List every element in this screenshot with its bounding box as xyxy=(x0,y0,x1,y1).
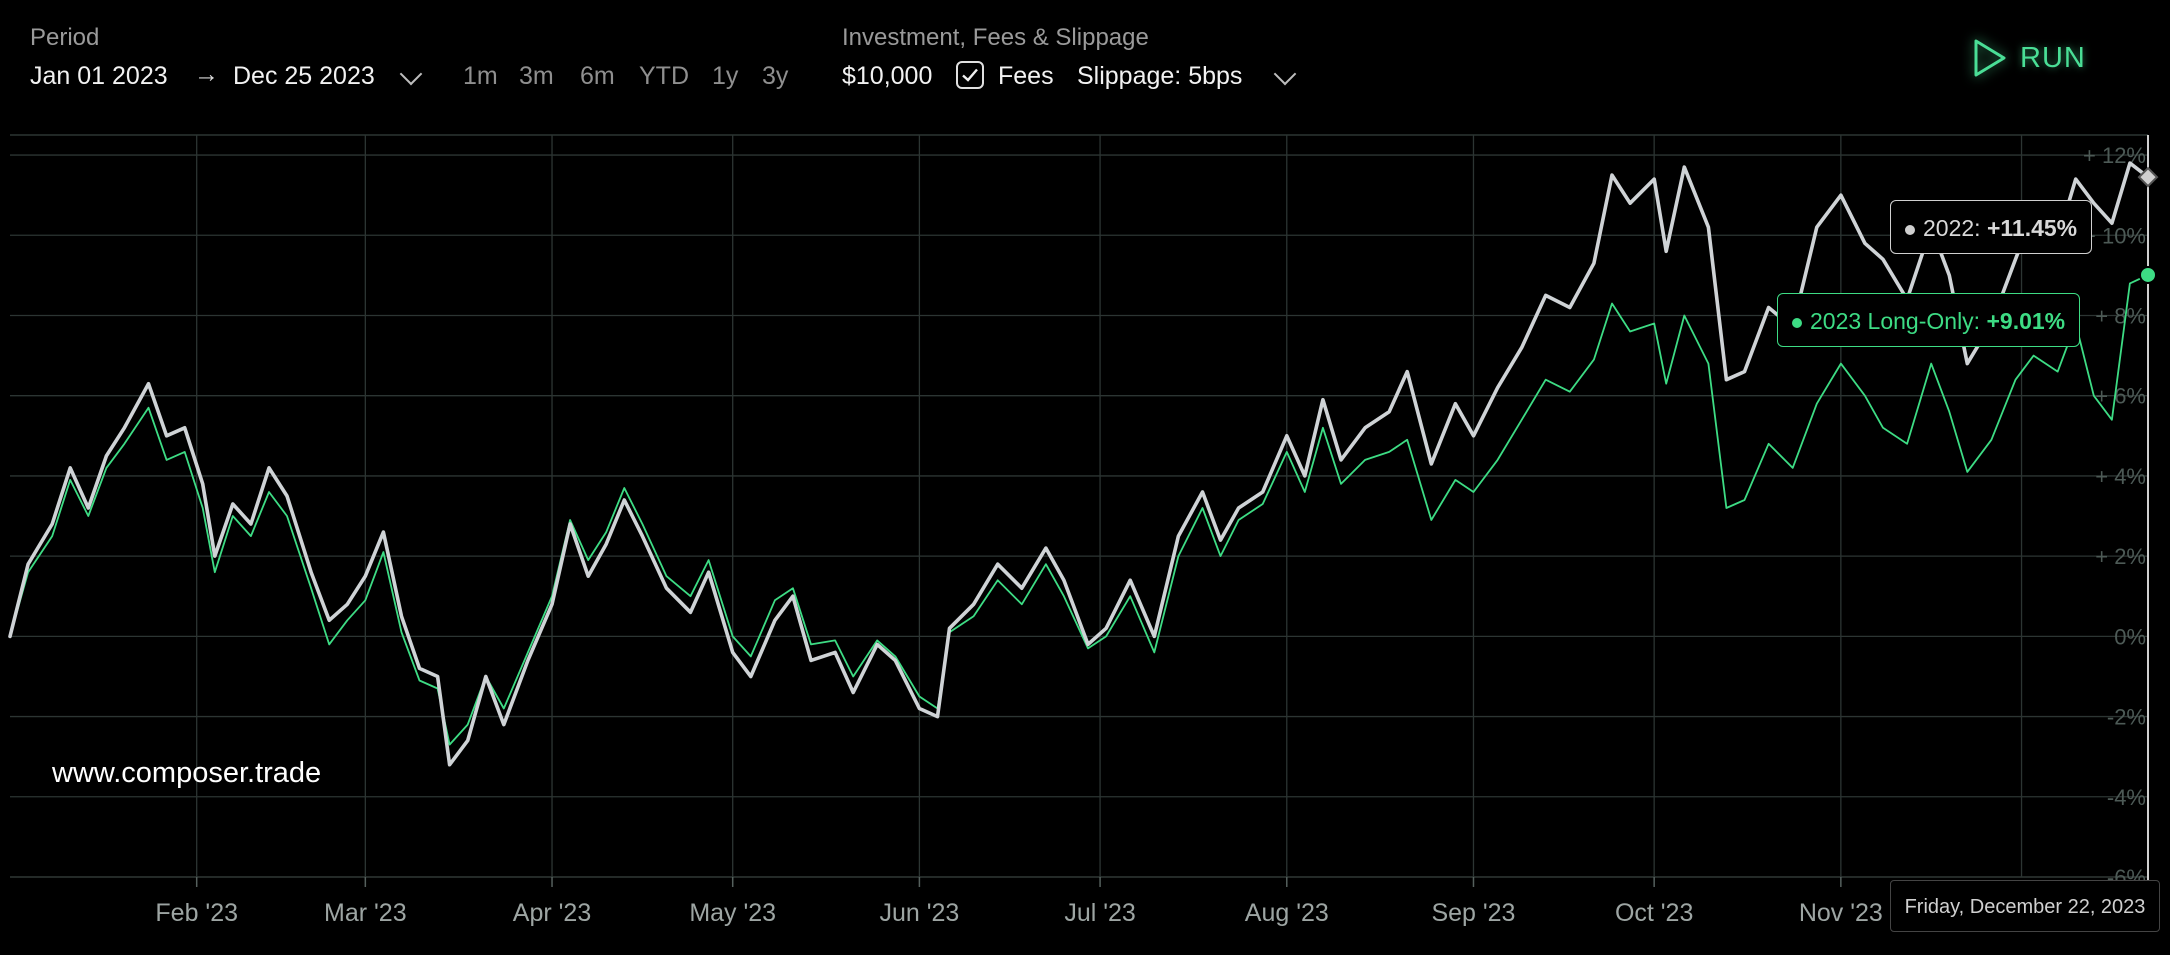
investment-label: Investment, Fees & Slippage xyxy=(842,24,1149,51)
x-tick-label: Sep '23 xyxy=(1431,899,1515,927)
chevron-down-icon[interactable] xyxy=(399,62,423,86)
run-button[interactable]: RUN xyxy=(1972,36,2086,80)
date-tooltip: Friday, December 22, 2023 xyxy=(1890,880,2160,932)
period-button-1y[interactable]: 1y xyxy=(712,62,739,90)
period-label: Period xyxy=(30,24,100,51)
chevron-down-icon[interactable] xyxy=(1273,62,1297,86)
x-tick-label: Apr '23 xyxy=(513,899,591,927)
marker-2022 xyxy=(2137,166,2159,188)
y-tick-label: 0% xyxy=(2114,624,2146,649)
x-tick-label: Jul '23 xyxy=(1064,899,1135,927)
y-tick-label: + 6% xyxy=(2095,384,2146,409)
y-tick-label: + 2% xyxy=(2095,544,2146,569)
check-icon xyxy=(962,68,978,82)
arrow-right-icon: → xyxy=(194,60,219,88)
period-button-ytd[interactable]: YTD xyxy=(639,62,689,90)
series-dot-2023 xyxy=(1792,317,1802,328)
x-tick-label: May '23 xyxy=(689,899,776,927)
end-date-input[interactable]: Dec 25 2023 xyxy=(233,62,375,90)
slippage-select[interactable]: Slippage: 5bps xyxy=(1077,62,1243,90)
tooltip-2022-value: +11.45% xyxy=(1986,215,2078,241)
tooltip-2023-name: 2023 Long-Only: xyxy=(1810,308,1981,334)
play-icon xyxy=(1974,39,2006,77)
series-dot-2022 xyxy=(1905,224,1915,235)
chart-svg[interactable]: + 12%+ 10%+ 8%+ 6%+ 4%+ 2%0%-2%-4%-6%Feb… xyxy=(0,130,2170,950)
x-tick-label: Oct '23 xyxy=(1615,899,1693,927)
x-tick-label: Nov '23 xyxy=(1799,899,1883,927)
series-line-2023 xyxy=(9,274,2149,746)
fees-checkbox[interactable] xyxy=(956,61,984,89)
run-label: RUN xyxy=(2020,41,2086,74)
period-button-3m[interactable]: 3m xyxy=(519,62,554,90)
period-button-3y[interactable]: 3y xyxy=(762,62,789,90)
fees-label: Fees xyxy=(998,62,1054,90)
period-button-1m[interactable]: 1m xyxy=(463,62,498,90)
x-tick-label: Mar '23 xyxy=(324,899,407,927)
tooltip-2023-value: +9.01% xyxy=(1986,308,2066,334)
start-date-input[interactable]: Jan 01 2023 xyxy=(30,62,168,90)
x-tick-label: Aug '23 xyxy=(1245,899,1329,927)
y-tick-label: + 8% xyxy=(2095,303,2146,328)
x-tick-label: Jun '23 xyxy=(879,899,959,927)
watermark: www.composer.trade xyxy=(52,757,322,789)
y-tick-label: + 12% xyxy=(2083,143,2146,168)
tooltip-2022: 2022: +11.45% xyxy=(1890,200,2093,254)
x-tick-label: Feb '23 xyxy=(155,899,238,927)
y-tick-label: -2% xyxy=(2107,705,2146,730)
chart[interactable]: + 12% + 10% + 8% + 6% + 4% + 2% 0% -2% -4% -6% Feb… xyxy=(0,130,2170,950)
y-tick-label: + 4% xyxy=(2095,464,2146,489)
y-tick-label: -4% xyxy=(2107,785,2146,810)
y-tick-label: + 10% xyxy=(2083,223,2146,248)
toolbar: Period Jan 01 2023 → Dec 25 2023 1m 3m 6… xyxy=(0,0,2170,120)
tooltip-2023: 2023 Long-Only: +9.01% xyxy=(1777,293,2081,347)
marker-2023 xyxy=(2139,265,2157,284)
investment-input[interactable]: $10,000 xyxy=(842,62,933,90)
series-line-2022 xyxy=(8,161,2150,767)
period-button-6m[interactable]: 6m xyxy=(580,62,615,90)
tooltip-2022-name: 2022: xyxy=(1923,215,1981,241)
